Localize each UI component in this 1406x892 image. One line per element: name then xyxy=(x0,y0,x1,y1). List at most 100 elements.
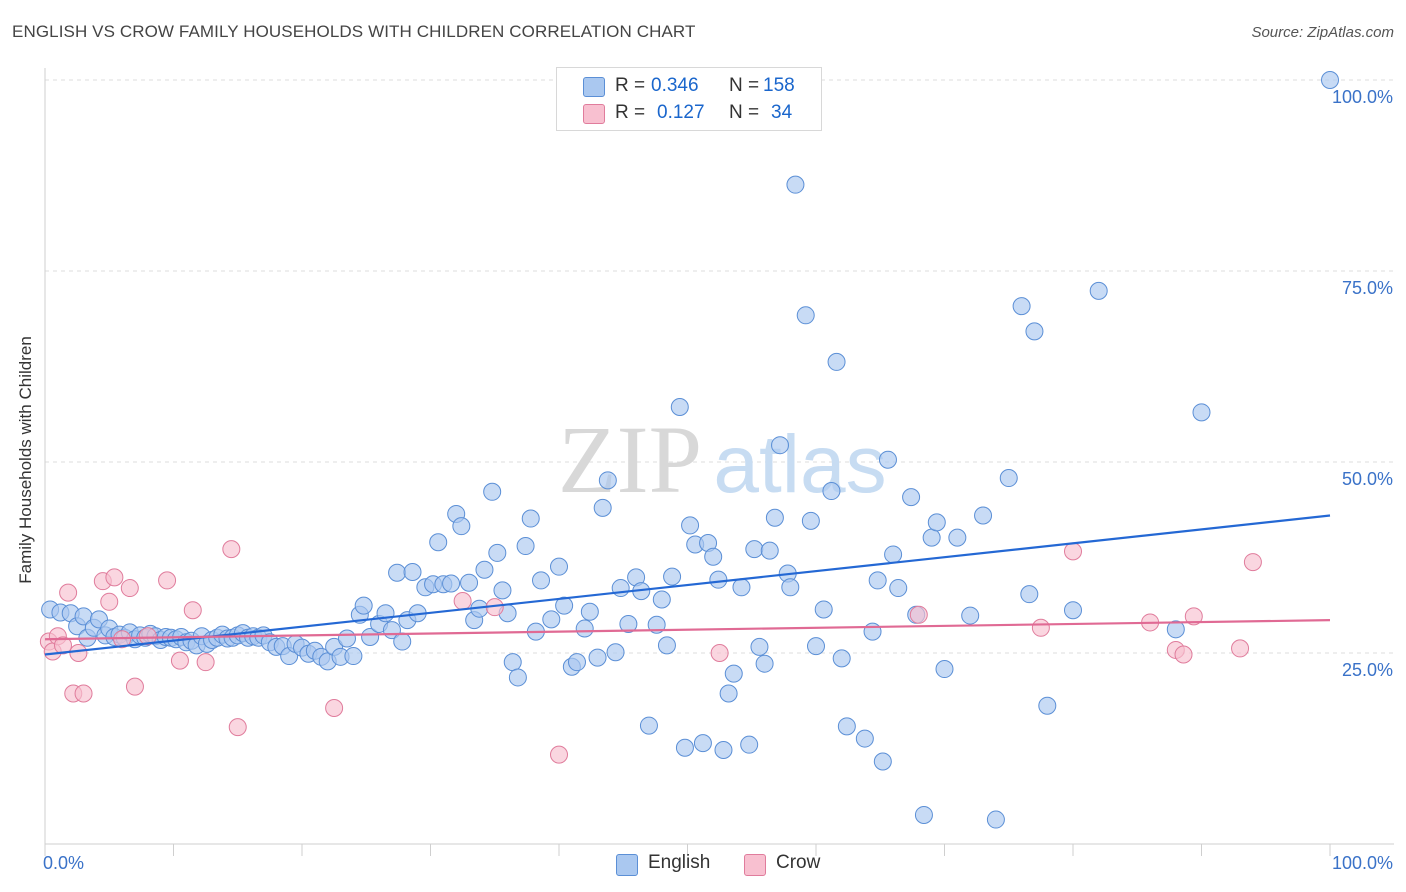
english-point xyxy=(986,810,1005,829)
english-point xyxy=(750,637,769,656)
english-point xyxy=(488,543,507,562)
crow-swatch xyxy=(583,104,605,124)
english-point xyxy=(796,306,815,325)
crow-point xyxy=(158,571,177,590)
bottom-crow-swatch xyxy=(744,854,766,876)
english-point xyxy=(663,567,682,586)
english-point xyxy=(781,578,800,597)
crow-point xyxy=(100,592,119,611)
english-point xyxy=(550,557,568,576)
english-point xyxy=(1038,696,1057,715)
english-point xyxy=(1321,71,1339,89)
crow-point xyxy=(138,627,157,646)
english-point xyxy=(521,509,540,528)
english-point xyxy=(344,647,363,666)
english-point xyxy=(388,563,407,582)
crow-point xyxy=(74,684,93,703)
english-point xyxy=(681,516,700,535)
english-point xyxy=(1192,403,1211,422)
english-point xyxy=(974,506,993,525)
english-point xyxy=(593,498,612,517)
english-point xyxy=(1025,322,1044,341)
crow-point xyxy=(325,699,344,718)
english-point xyxy=(740,735,759,754)
english-point xyxy=(675,738,694,757)
english-point xyxy=(508,668,527,687)
crow-point xyxy=(125,677,144,696)
crow-trend-line xyxy=(44,619,1331,641)
english-point xyxy=(884,545,903,564)
crow-point xyxy=(228,718,247,737)
english-point xyxy=(429,533,448,552)
english-point xyxy=(922,528,941,547)
english-point xyxy=(827,352,846,371)
crow-r-label: R = xyxy=(615,102,646,123)
english-point xyxy=(532,571,551,590)
english-point xyxy=(745,540,764,559)
series-crow-points xyxy=(39,540,1262,764)
crow-point xyxy=(196,653,215,672)
crow-point xyxy=(1031,618,1050,637)
english-swatch xyxy=(583,77,605,97)
english-point xyxy=(606,643,625,662)
english-point xyxy=(935,660,954,679)
english-point xyxy=(1020,585,1039,604)
watermark-zip: ZIP xyxy=(558,406,702,513)
english-point xyxy=(575,619,594,638)
english-point xyxy=(719,684,738,703)
english-point xyxy=(868,571,887,590)
english-point xyxy=(657,636,676,655)
english-point xyxy=(714,741,733,760)
english-point xyxy=(948,528,967,547)
english-point xyxy=(567,653,586,672)
english-point xyxy=(639,716,658,735)
english-point xyxy=(914,805,933,824)
crow-point xyxy=(1243,553,1262,572)
english-point xyxy=(503,653,522,672)
english-r-value: 0.346 xyxy=(651,75,699,96)
crow-point xyxy=(183,601,202,620)
crow-point xyxy=(53,636,72,655)
english-point xyxy=(693,734,712,753)
crow-point xyxy=(170,651,189,670)
english-point xyxy=(452,517,471,536)
english-n-label: N = xyxy=(729,75,760,96)
english-point xyxy=(647,615,666,634)
english-point xyxy=(652,590,671,609)
english-point xyxy=(1012,297,1031,316)
crow-point xyxy=(69,644,88,662)
bottom-crow-label: Crow xyxy=(776,852,821,873)
english-point xyxy=(393,632,412,651)
crow-point xyxy=(453,592,472,611)
english-point xyxy=(927,513,946,532)
watermark-atlas: atlas xyxy=(713,419,886,510)
english-point xyxy=(493,581,512,600)
chart-title: ENGLISH VS CROW FAMILY HOUSEHOLDS WITH C… xyxy=(12,22,696,41)
english-point xyxy=(863,622,882,641)
english-point xyxy=(1064,601,1082,620)
english-point xyxy=(611,579,630,598)
english-point xyxy=(709,570,728,589)
chart-source: Source: ZipAtlas.com xyxy=(1251,24,1394,41)
crow-n-value: 34 xyxy=(771,102,793,123)
english-point xyxy=(588,648,607,667)
english-point xyxy=(1089,281,1108,300)
english-point xyxy=(475,560,494,579)
english-point xyxy=(598,471,617,490)
crow-point xyxy=(222,540,241,559)
crow-point xyxy=(105,568,124,587)
english-point xyxy=(878,450,897,469)
english-point xyxy=(516,537,535,556)
english-n-value: 158 xyxy=(763,75,795,96)
english-point xyxy=(786,175,805,194)
crow-point xyxy=(1174,645,1193,664)
english-point xyxy=(814,600,833,619)
crow-point xyxy=(710,644,729,662)
english-point xyxy=(765,508,784,527)
crow-point xyxy=(1064,542,1082,561)
crow-point xyxy=(1231,639,1250,658)
english-point xyxy=(855,729,874,748)
english-point xyxy=(361,627,380,646)
gridlines xyxy=(45,79,1394,654)
english-point xyxy=(873,752,892,771)
